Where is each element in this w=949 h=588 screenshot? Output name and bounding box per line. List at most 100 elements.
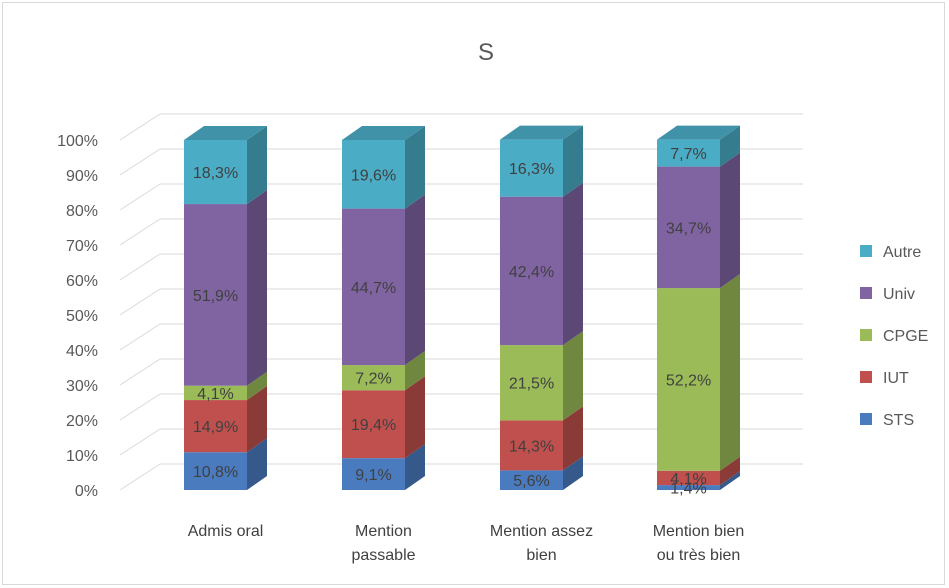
gridline-depth: [119, 393, 161, 421]
legend-label-cpge: CPGE: [883, 328, 928, 345]
bar-side: [247, 438, 267, 490]
bar-side: [405, 376, 425, 459]
legend-swatch-iut: [860, 371, 872, 383]
stacked-bar-chart: S 0% 10% 20% 30% 40% 50% 60% 70% 80% 90% 100% 10,8…: [57, 39, 928, 564]
data-label: 4,1%: [670, 471, 706, 488]
bar-side: [405, 351, 425, 391]
data-label: 7,2%: [355, 371, 391, 388]
bar-segment-univ: [500, 182, 583, 346]
legend-label-autre: Autre: [883, 244, 921, 261]
bar-front: [342, 208, 405, 366]
bar-front: [500, 196, 563, 346]
legend: Autre Univ CPGE IUT STS: [860, 244, 928, 429]
gridline-depth: [119, 113, 161, 141]
y-tick-label: 0%: [75, 483, 98, 500]
data-label: 34,7%: [666, 220, 711, 237]
data-label: 21,5%: [509, 376, 554, 393]
bar-side: [247, 386, 267, 453]
legend-label-iut: IUT: [883, 370, 909, 387]
y-tick-label: 10%: [66, 448, 98, 465]
bar-segment-sts: [342, 444, 425, 490]
data-label: 19,6%: [351, 167, 396, 184]
bar-front: [500, 420, 563, 471]
gridline-depth: [119, 323, 161, 351]
bar-top: [657, 125, 740, 140]
bar-front: [184, 452, 247, 490]
bar-segment-univ: [657, 152, 740, 289]
bar-top: [500, 125, 583, 140]
gridline-depth: [119, 148, 161, 176]
bar-segment-autre: [657, 125, 740, 167]
bar-front: [657, 166, 720, 289]
bar-segment-cpge: [657, 274, 740, 471]
bar-segment-autre: [500, 125, 583, 197]
y-tick-label: 100%: [57, 133, 98, 150]
bar-segment-univ: [342, 194, 425, 366]
bar-segment-iut: [342, 376, 425, 459]
bar-front: [657, 288, 720, 471]
bar-side: [405, 126, 425, 209]
bar-front: [184, 140, 247, 205]
x-category-label: Mention bien: [653, 523, 745, 540]
bar-segment-autre: [184, 126, 267, 205]
y-tick-label: 40%: [66, 343, 98, 360]
bar-top: [342, 126, 425, 140]
y-tick-label: 50%: [66, 308, 98, 325]
legend-label-sts: STS: [883, 412, 914, 429]
legend-label-univ: Univ: [883, 286, 915, 303]
bar-top: [184, 126, 267, 140]
legend-swatch-autre: [860, 245, 872, 257]
gridline-depth: [119, 183, 161, 211]
bar-side: [720, 152, 740, 289]
bar-side: [247, 126, 267, 205]
bar-segment-sts: [657, 471, 740, 490]
y-tick-label: 80%: [66, 203, 98, 220]
bars: [184, 125, 740, 490]
bar-segment-cpge: [184, 371, 267, 401]
bar-side: [563, 182, 583, 346]
bar-segment-sts: [500, 456, 583, 490]
bar-side: [405, 444, 425, 490]
bar-segment-cpge: [500, 331, 583, 421]
gridline-depth: [119, 428, 161, 456]
data-label: 5,6%: [513, 473, 549, 490]
y-axis: 0% 10% 20% 30% 40% 50% 60% 70% 80% 90% 100%: [57, 133, 98, 500]
bar-side: [247, 371, 267, 401]
y-tick-label: 90%: [66, 168, 98, 185]
bar-segment-sts: [184, 438, 267, 490]
bar-side: [563, 125, 583, 197]
data-label: 14,3%: [509, 438, 554, 455]
data-label: 9,1%: [355, 467, 391, 484]
data-label: 52,2%: [666, 372, 711, 389]
y-tick-label: 20%: [66, 413, 98, 430]
data-label: 1,4%: [670, 481, 706, 498]
data-label: 19,4%: [351, 417, 396, 434]
y-tick-label: 30%: [66, 378, 98, 395]
chart-title: S: [478, 39, 494, 66]
bar-segment-iut: [184, 386, 267, 453]
data-label: 16,3%: [509, 161, 554, 178]
data-label: 4,1%: [197, 386, 233, 403]
gridline-depth: [119, 253, 161, 281]
bar-side: [720, 471, 740, 490]
legend-swatch-univ: [860, 287, 872, 299]
data-label: 18,3%: [193, 165, 238, 182]
data-label: 51,9%: [193, 288, 238, 305]
data-labels: 10,8% 14,9% 4,1% 51,9% 18,3% 9,1% 19,4% 7,2% 44,…: [193, 146, 711, 497]
data-label: 14,9%: [193, 419, 238, 436]
bar-front: [342, 458, 405, 490]
bar-segment-cpge: [342, 351, 425, 391]
x-category-label: passable: [351, 547, 415, 564]
bar-segment-univ: [184, 190, 267, 386]
y-tick-label: 70%: [66, 238, 98, 255]
gridline-depth: [119, 358, 161, 386]
data-label: 10,8%: [193, 464, 238, 481]
y-tick-label: 60%: [66, 273, 98, 290]
bar-side: [247, 190, 267, 386]
x-axis-labels: Admis oral Mention passable Mention assez bi…: [188, 523, 745, 564]
x-category-label: ou très bien: [657, 547, 741, 564]
legend-swatch-sts: [860, 413, 872, 425]
bar-front: [500, 139, 563, 197]
data-label: 7,7%: [670, 146, 706, 163]
